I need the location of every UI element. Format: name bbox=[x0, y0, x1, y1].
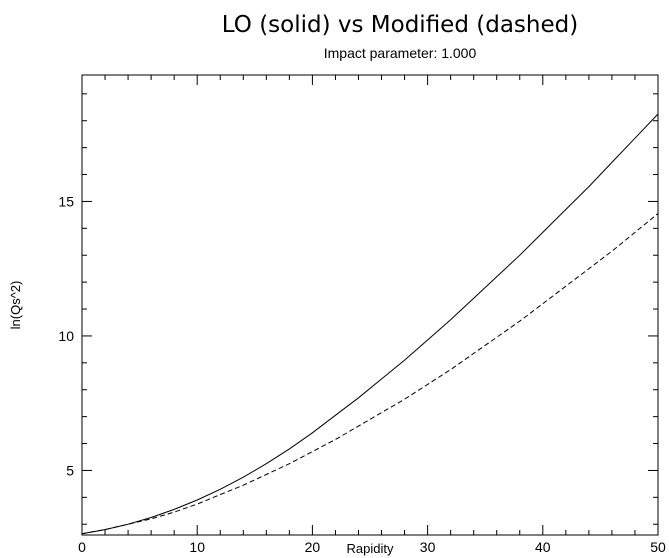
y-tick-label: 15 bbox=[58, 193, 74, 209]
series-group bbox=[81, 113, 659, 535]
x-axis-label: Rapidity bbox=[347, 541, 394, 556]
y-tick-label: 10 bbox=[58, 328, 74, 344]
plot-area-frame bbox=[81, 74, 659, 536]
chart-subtitle: Impact parameter: 1.000 bbox=[323, 45, 477, 61]
chart-title: LO (solid) vs Modified (dashed) bbox=[221, 12, 579, 38]
axis-ticks bbox=[81, 75, 659, 535]
y-tick-label: 5 bbox=[66, 462, 74, 478]
x-tick-label: 0 bbox=[78, 539, 86, 555]
x-tick-label: 30 bbox=[420, 539, 436, 555]
x-tick-label: 20 bbox=[305, 539, 321, 555]
x-tick-label: 40 bbox=[535, 539, 551, 555]
axis-tick-labels: 0 10 20 30 40 50 5 10 15 bbox=[58, 193, 666, 555]
series-line-dashed bbox=[81, 213, 659, 535]
x-tick-label: 50 bbox=[650, 539, 666, 555]
y-axis-label: ln(Qs^2) bbox=[8, 281, 23, 330]
x-tick-label: 10 bbox=[189, 539, 205, 555]
series-line-solid bbox=[81, 113, 659, 535]
